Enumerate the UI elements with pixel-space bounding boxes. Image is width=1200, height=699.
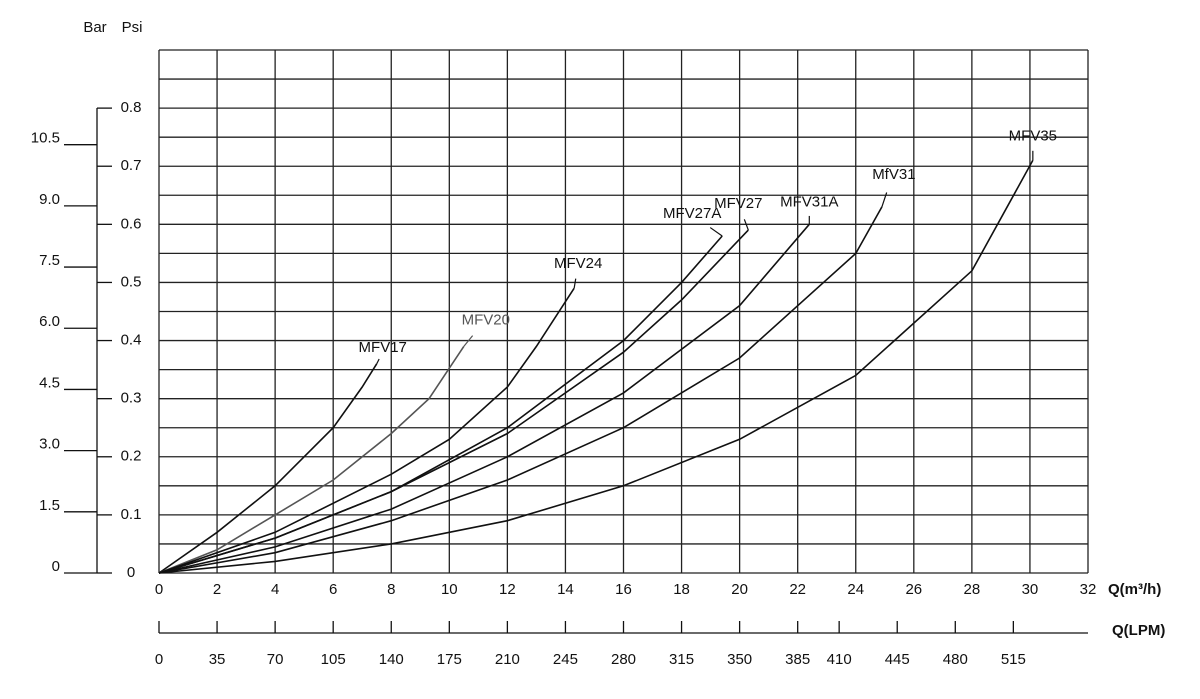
y-tick-label: 0.2 (121, 448, 142, 465)
x-tick-label: 4 (271, 581, 279, 598)
y2-axis-label: Psi (122, 19, 143, 36)
y2-tick-label: 0 (52, 558, 60, 575)
x2-tick-label: 0 (155, 651, 163, 668)
y2-tick-label: 4.5 (39, 374, 60, 391)
x-tick-label: 12 (499, 581, 516, 598)
x-tick-label: 0 (155, 581, 163, 598)
y2-tick-label: 9.0 (39, 191, 60, 208)
leader-line (376, 358, 380, 365)
series-label: MFV31A (780, 193, 838, 210)
series-label: MFV20 (462, 311, 510, 328)
curve (158, 345, 465, 574)
x2-tick-label: 480 (943, 651, 968, 668)
y2-tick-label: 1.5 (39, 497, 60, 514)
y-tick-label: 0.4 (121, 332, 142, 349)
y-tick-label: 0.7 (121, 157, 142, 174)
series-label: MFV27A (663, 205, 721, 222)
x2-tick-label: 140 (379, 651, 404, 668)
curve (158, 229, 749, 574)
x2-tick-label: 280 (611, 651, 636, 668)
x2-tick-label: 105 (321, 651, 346, 668)
series-label: MFV24 (554, 255, 602, 272)
x-tick-label: 8 (387, 581, 395, 598)
x2-axis-label: Q(LPM) (1112, 622, 1165, 639)
leader-line (573, 278, 577, 289)
x-tick-label: 18 (673, 581, 690, 598)
y2-tick-label: 3.0 (39, 436, 60, 453)
y-tick-label: 0.3 (121, 390, 142, 407)
x2-tick-label: 175 (437, 651, 462, 668)
x-tick-label: 28 (964, 581, 981, 598)
x-tick-label: 22 (789, 581, 806, 598)
y-axis-label: Bar (83, 19, 106, 36)
x-tick-label: 10 (441, 581, 458, 598)
curve (158, 160, 1034, 574)
leader-line (881, 192, 888, 208)
x2-tick-label: 245 (553, 651, 578, 668)
curve (158, 363, 378, 574)
series-label: MfV31 (872, 166, 915, 183)
curve (158, 223, 810, 574)
y-tick-label: 0.6 (121, 215, 142, 232)
x2-tick-label: 70 (267, 651, 284, 668)
y-tick-label: 0.5 (121, 273, 142, 290)
leader-line (743, 219, 749, 231)
leader-line (709, 227, 723, 237)
x2-tick-label: 445 (885, 651, 910, 668)
x2-tick-label: 350 (727, 651, 752, 668)
series-label: MFV27 (714, 195, 762, 212)
x-tick-label: 20 (731, 581, 748, 598)
y-tick-label: 0.8 (121, 99, 142, 116)
curve (158, 206, 883, 574)
x2-tick-label: 35 (209, 651, 226, 668)
x-tick-label: 2 (213, 581, 221, 598)
x2-tick-label: 385 (785, 651, 810, 668)
series-label: MFV35 (1009, 127, 1057, 144)
x-axis-label: Q(m³/h) (1108, 581, 1161, 598)
x-tick-label: 26 (905, 581, 922, 598)
x2-tick-label: 410 (827, 651, 852, 668)
curve (158, 287, 575, 574)
x2-tick-label: 210 (495, 651, 520, 668)
x2-tick-label: 315 (669, 651, 694, 668)
x-tick-label: 16 (615, 581, 632, 598)
leader-line (463, 335, 474, 347)
x-tick-label: 24 (847, 581, 864, 598)
curve (158, 235, 723, 574)
series-label: MFV17 (359, 339, 407, 356)
x-tick-label: 6 (329, 581, 337, 598)
y-tick-label: 0.1 (121, 506, 142, 523)
x-tick-label: 32 (1080, 581, 1097, 598)
x-tick-label: 30 (1022, 581, 1039, 598)
x-tick-label: 14 (557, 581, 574, 598)
y2-tick-label: 7.5 (39, 252, 60, 269)
x2-tick-label: 515 (1001, 651, 1026, 668)
y2-tick-label: 10.5 (31, 130, 60, 147)
y-tick-label: 0 (127, 564, 135, 581)
y2-tick-label: 6.0 (39, 313, 60, 330)
